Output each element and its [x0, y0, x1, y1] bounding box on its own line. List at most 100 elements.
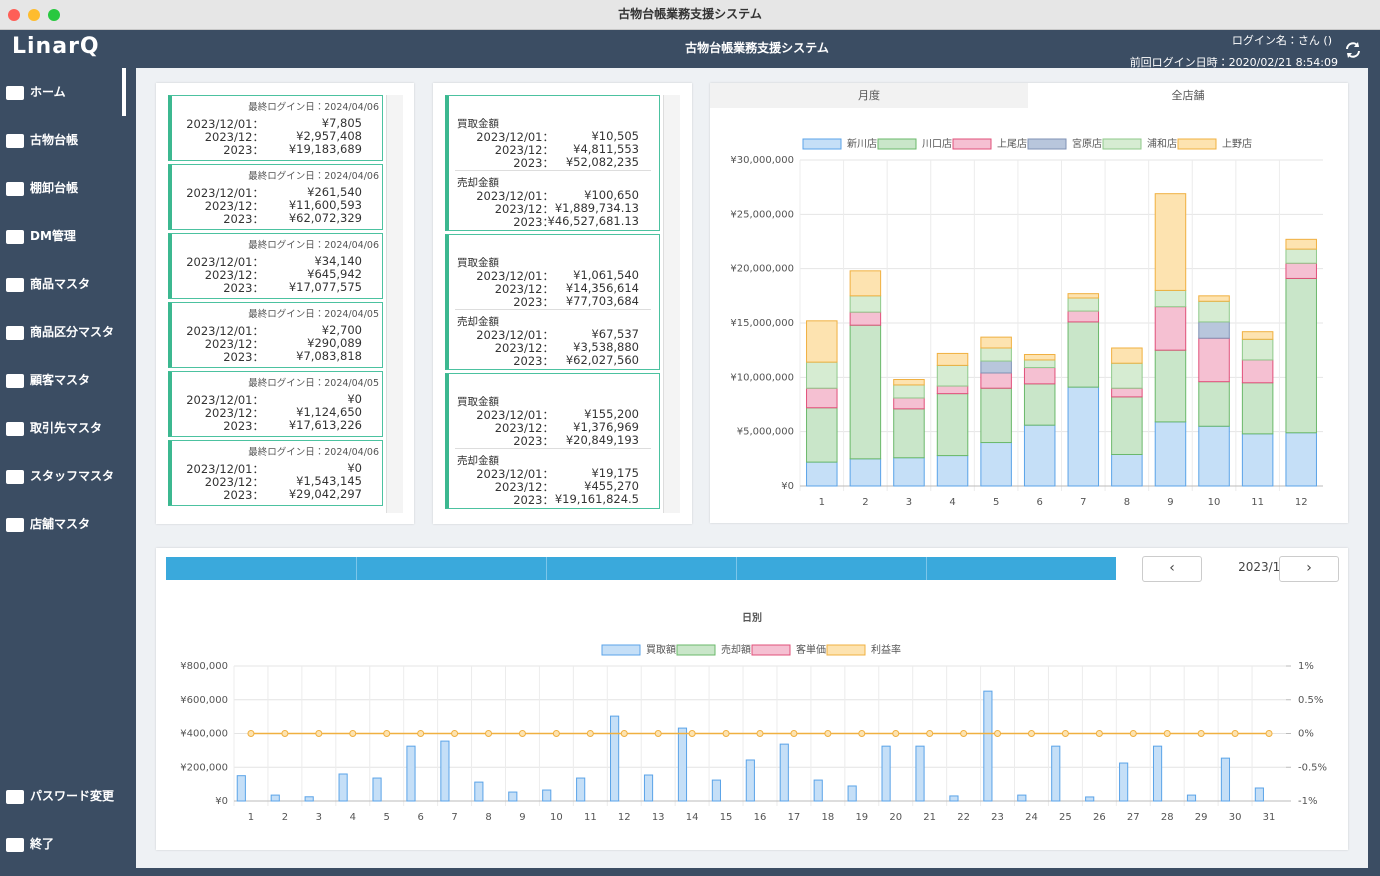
zoom-button[interactable] [48, 9, 60, 21]
store-tab[interactable] [547, 557, 737, 580]
section-title: 買取金額 [457, 257, 499, 269]
x-tick-label: 20 [889, 812, 902, 823]
row-label: 2023： [513, 215, 554, 229]
bar-segment [1111, 453, 1143, 487]
x-tick-label: 27 [1127, 812, 1140, 823]
store-tab[interactable] [737, 557, 927, 580]
menu-item[interactable]: 店舗マスタ [6, 512, 90, 536]
row-label: 2023/12： [204, 475, 264, 489]
row-value: ¥34,140 [314, 254, 362, 268]
store-card[interactable]: 買取金額 2023/12/01： ¥1,061,540 2023/12： ¥14,356… [445, 234, 660, 370]
row-value: ¥19,161,824.5 [554, 492, 639, 506]
row-label: 2023： [223, 212, 264, 226]
staff-card[interactable]: 最終ログイン日：2024/04/05 2023/12/01： ¥2,700 2023/… [168, 302, 383, 368]
minimize-button[interactable] [28, 9, 40, 21]
menu-item[interactable]: パスワード変更 [6, 784, 114, 808]
bar [1254, 787, 1264, 802]
line-point [552, 730, 560, 737]
menu-item[interactable]: 古物台帳 [6, 128, 78, 152]
legend-swatch [601, 644, 641, 656]
bar-segment [1198, 381, 1230, 427]
bar-segment [1111, 347, 1143, 364]
store-card[interactable]: 買取金額 2023/12/01： ¥10,505 2023/12： ¥4,811,553… [445, 95, 660, 231]
bar-segment [1285, 262, 1317, 279]
staff-card[interactable]: 最終ログイン日：2024/04/06 2023/12/01： ¥7,805 2023/… [168, 95, 383, 161]
menu-item[interactable]: 顧客マスタ [6, 368, 90, 392]
row-label: 2023/12： [204, 406, 264, 420]
row-label: 2023/12： [494, 480, 554, 494]
legend-swatch [877, 138, 917, 150]
menu-item[interactable]: 取引先マスタ [6, 416, 102, 440]
y-tick-label: ¥0 [215, 796, 228, 807]
staff-card[interactable]: 最終ログイン日：2024/04/06 2023/12/01： ¥0 2023/12： ¥… [168, 440, 383, 506]
refresh-icon[interactable] [1343, 40, 1363, 60]
bar [949, 795, 959, 802]
row-label: 2023/12： [204, 199, 264, 213]
bar [576, 777, 586, 802]
bar-segment [1111, 362, 1143, 389]
y-tick-label: ¥15,000,000 [730, 318, 794, 329]
x-tick-label: 4 [949, 497, 955, 508]
menu-item[interactable]: 商品区分マスタ [6, 320, 114, 344]
scrollbar[interactable] [663, 95, 680, 513]
bar [338, 773, 348, 802]
bar [270, 794, 280, 802]
store-tab[interactable] [166, 557, 357, 580]
store-card[interactable]: 買取金額 2023/12/01： ¥155,200 2023/12： ¥1,376,96… [445, 373, 660, 509]
bar-segment [849, 295, 882, 313]
line-point [688, 730, 696, 737]
legend-swatch [676, 644, 716, 656]
row-label: 2023： [223, 488, 264, 502]
close-button[interactable] [8, 9, 20, 21]
last-login: 最終ログイン日：2024/04/06 [248, 171, 379, 182]
x-tick-label: 7 [1080, 497, 1086, 508]
bar-segment [1241, 359, 1274, 384]
store-tab[interactable] [357, 557, 547, 580]
line-point [586, 730, 594, 737]
x-tick-label: 12 [1295, 497, 1308, 508]
menu-item[interactable]: 棚卸台帳 [6, 176, 78, 200]
menu-item[interactable]: 商品マスタ [6, 272, 90, 296]
menu-item[interactable]: 終了 [6, 832, 54, 856]
menu-label: パスワード変更 [30, 789, 115, 803]
bar-segment [936, 364, 969, 387]
last-login: 最終ログイン日：2024/04/05 [248, 378, 379, 389]
menu-item[interactable]: DM管理 [6, 224, 76, 248]
bar-segment [1154, 193, 1187, 291]
legend-label: 客単価 [796, 643, 826, 656]
row-value: ¥645,942 [307, 267, 362, 281]
bar [372, 777, 382, 802]
menu-item[interactable]: ホーム [6, 80, 66, 104]
x-tick-label: 23 [991, 812, 1004, 823]
x-tick-label: 5 [384, 812, 390, 823]
line-point [1197, 730, 1205, 737]
x-tick-label: 29 [1195, 812, 1208, 823]
x-tick-label: 13 [652, 812, 665, 823]
separator [455, 448, 651, 449]
staff-card[interactable]: 最終ログイン日：2024/04/05 2023/12/01： ¥0 2023/12： ¥… [168, 371, 383, 437]
bar-segment [980, 442, 1012, 487]
bar-segment [1067, 321, 1100, 388]
legend-swatch [751, 644, 791, 656]
next-button[interactable]: › [1279, 556, 1339, 582]
tab[interactable]: 月度 [710, 83, 1028, 108]
bar-segment [1241, 433, 1274, 487]
x-tick-label: 26 [1093, 812, 1106, 823]
staff-card[interactable]: 最終ログイン日：2024/04/06 2023/12/01： ¥261,540 202… [168, 164, 383, 230]
bar [236, 775, 246, 802]
menu-icon [6, 181, 24, 196]
prev-button[interactable]: ‹ [1142, 556, 1202, 582]
menu-icon [6, 421, 24, 436]
last-login: 最終ログイン日：2024/04/06 [248, 447, 379, 458]
line-point [451, 730, 459, 737]
bar [542, 789, 552, 802]
menu-label: DM管理 [30, 229, 76, 243]
menu-item[interactable]: スタッフマスタ [6, 464, 114, 488]
tab[interactable]: 全店舗 [1028, 83, 1348, 108]
bar-segment [1198, 295, 1230, 302]
staff-card[interactable]: 最終ログイン日：2024/04/06 2023/12/01： ¥34,140 2023… [168, 233, 383, 299]
x-tick-label: 12 [618, 812, 631, 823]
store-tab[interactable] [927, 557, 1116, 580]
scrollbar[interactable] [386, 95, 403, 513]
window-titlebar: 古物台帳業務支援システム [0, 0, 1380, 30]
